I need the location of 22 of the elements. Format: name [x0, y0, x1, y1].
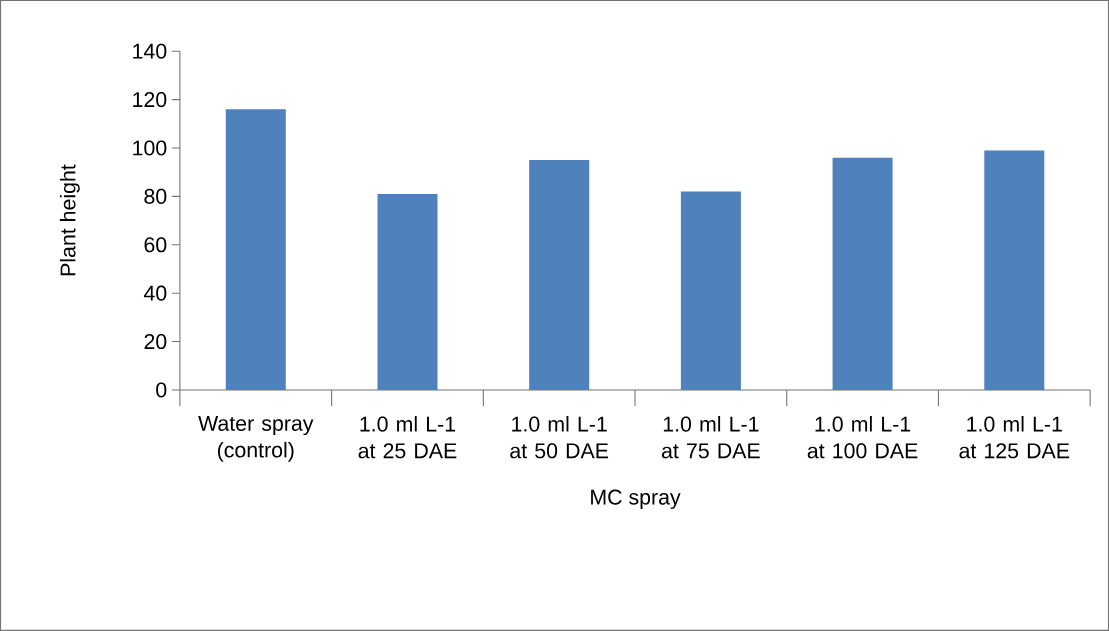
x-tick-label: Water spray (control) — [198, 416, 314, 462]
y-axis-title: Plant height — [59, 164, 80, 276]
bar — [832, 157, 893, 391]
y-tick-label: 0 — [156, 382, 167, 398]
x-tick-label: 1.0 ml L-1 at 25 DAE — [358, 416, 457, 459]
y-tick-label: 80 — [144, 188, 167, 204]
bar — [377, 194, 438, 391]
x-tick-label: 1.0 ml L-1 at 100 DAE — [807, 416, 918, 459]
y-tick-label: 60 — [144, 237, 167, 253]
bar — [680, 191, 741, 391]
y-tick-label: 140 — [133, 43, 167, 59]
y-tick-label: 120 — [133, 92, 167, 108]
x-axis-title: MC spray — [591, 489, 681, 509]
y-tick-label: 20 — [144, 334, 167, 350]
x-tick-label: 1.0 ml L-1 at 75 DAE — [661, 416, 760, 459]
bar — [225, 109, 286, 391]
bar — [984, 150, 1045, 391]
x-tick-label: 1.0 ml L-1 at 125 DAE — [959, 416, 1070, 459]
x-tick-label: 1.0 ml L-1 at 50 DAE — [510, 416, 609, 459]
y-tick-label: 40 — [143, 285, 167, 301]
y-tick-label: 100 — [133, 140, 167, 156]
bar — [529, 160, 590, 391]
